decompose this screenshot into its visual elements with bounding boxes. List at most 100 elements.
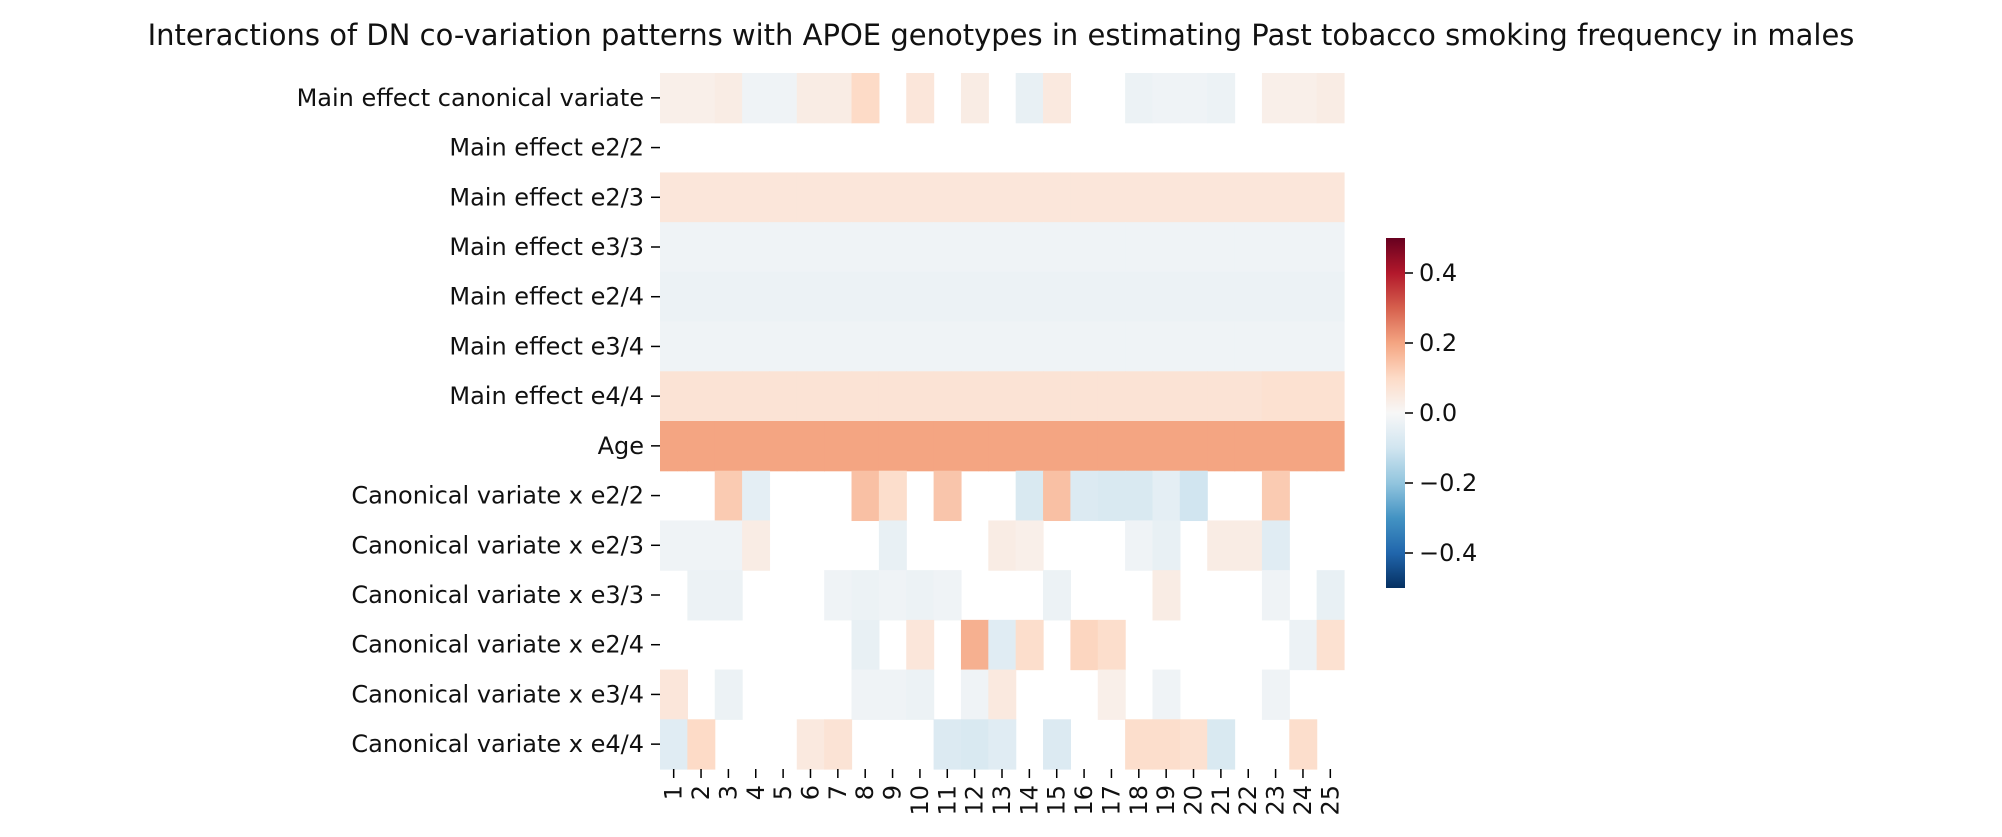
heatmap-cell (851, 470, 880, 522)
y-tick-label: Canonical variate x e4/4 (351, 730, 644, 758)
colorbar-gradient (1386, 238, 1405, 588)
heatmap-cell (824, 172, 853, 223)
heatmap-cell (769, 271, 798, 323)
x-tick-label: 10 (906, 785, 934, 816)
x-tick-label: 4 (742, 785, 770, 800)
heatmap-cell (988, 172, 1017, 223)
heatmap-cell (796, 371, 825, 422)
x-tick-label: 22 (1234, 785, 1262, 816)
heatmap-cell (1015, 520, 1044, 571)
heatmap-cell (1261, 271, 1290, 323)
heatmap-cell (742, 222, 771, 273)
heatmap-cell (988, 271, 1017, 323)
heatmap-cell (1289, 222, 1318, 273)
heatmap-cell (714, 172, 743, 223)
heatmap-cell (1152, 520, 1181, 571)
y-tick-label: Main effect e2/3 (449, 183, 644, 211)
heatmap-cell (878, 470, 907, 522)
heatmap-cell (1070, 222, 1099, 273)
heatmap-cell (1234, 172, 1263, 223)
heatmap-cell (769, 321, 798, 372)
heatmap-cell (1043, 222, 1071, 273)
x-tick-label: 13 (988, 785, 1016, 816)
x-tick-label: 23 (1262, 785, 1290, 816)
heatmap-cell (714, 520, 743, 571)
heatmap-cell (1152, 222, 1181, 273)
heatmap-cell (988, 520, 1017, 571)
heatmap-cell (1234, 421, 1263, 472)
x-tick-label: 11 (933, 785, 961, 816)
heatmap-cell (1261, 470, 1290, 522)
chart-title: Interactions of DN co-variation patterns… (147, 18, 1855, 52)
y-tick-label: Canonical variate x e2/2 (351, 482, 644, 510)
heatmap-cell (1289, 172, 1318, 223)
heatmap-cell (742, 520, 771, 571)
heatmap-cell (1043, 421, 1071, 472)
x-tick-label: 21 (1207, 785, 1235, 816)
heatmap-cell (796, 172, 825, 223)
heatmap-cell (687, 520, 716, 571)
heatmap-cell (742, 271, 771, 323)
heatmap-cell (960, 719, 989, 770)
heatmap-cell (660, 172, 688, 223)
heatmap-cell (851, 73, 880, 124)
heatmap-cell (1070, 271, 1099, 323)
heatmap-cell (1152, 371, 1181, 422)
y-tick-label: Canonical variate x e3/4 (351, 680, 644, 708)
heatmap-cell (960, 669, 989, 720)
heatmap-cell (851, 222, 880, 273)
heatmap-cell (1207, 371, 1236, 422)
heatmap-cell (1070, 421, 1099, 472)
heatmap-cell (714, 421, 743, 472)
heatmap-cell (878, 172, 907, 223)
heatmap-cell (1097, 470, 1126, 522)
heatmap-cell (878, 669, 907, 720)
heatmap-cell (1179, 719, 1208, 770)
heatmap-cell (988, 421, 1017, 472)
heatmap-cell (1261, 421, 1290, 472)
heatmap-cell (714, 271, 743, 323)
heatmap-cell (878, 271, 907, 323)
heatmap-cell (1043, 719, 1071, 770)
heatmap-cell (1152, 421, 1181, 472)
heatmap-cell (1207, 271, 1236, 323)
heatmap-cell (906, 421, 935, 472)
heatmap-cell (1070, 371, 1099, 422)
heatmap-cell (1316, 619, 1345, 671)
heatmap-cell (1289, 421, 1318, 472)
heatmap-cell (1179, 271, 1208, 323)
colorbar-tick-label: 0.2 (1419, 329, 1457, 357)
heatmap-cell (660, 321, 688, 372)
heatmap-cell (933, 470, 962, 522)
heatmap-cell (660, 719, 688, 770)
x-tick-label: 16 (1070, 785, 1098, 816)
heatmap-cell (660, 271, 688, 323)
heatmap-cell (1097, 669, 1126, 720)
heatmap-cell (878, 421, 907, 472)
y-tick-label: Main effect e3/4 (449, 332, 644, 360)
x-tick-label: 7 (824, 785, 852, 800)
heatmap-cell (824, 321, 853, 372)
heatmap-cell (1015, 619, 1044, 671)
heatmap-cell (1316, 570, 1345, 621)
heatmap-cell (1043, 172, 1071, 223)
heatmap-cell (988, 371, 1017, 422)
heatmap-cell (988, 669, 1017, 720)
heatmap-cell (1152, 470, 1181, 522)
heatmap-cell (1070, 172, 1099, 223)
y-tick-label: Canonical variate x e3/3 (351, 581, 644, 609)
heatmap-cell (1234, 321, 1263, 372)
heatmap-cell (1043, 73, 1071, 124)
x-tick-label: 8 (851, 785, 879, 800)
heatmap-cell (906, 172, 935, 223)
heatmap-cell (687, 719, 716, 770)
heatmap-cell (906, 619, 935, 671)
x-axis: 1 2 3 4 5 6 7 8 9 10 11 12 13 14 15 16 17 18 19 20 21 22 23 24 2… (660, 769, 1344, 816)
heatmap-cell (742, 73, 771, 124)
heatmap-cell (851, 570, 880, 621)
heatmap-cell (1316, 172, 1345, 223)
heatmap-cell (1015, 421, 1044, 472)
heatmap-cell (796, 421, 825, 472)
heatmap-cell (1043, 570, 1071, 621)
heatmap-cell (1152, 570, 1181, 621)
